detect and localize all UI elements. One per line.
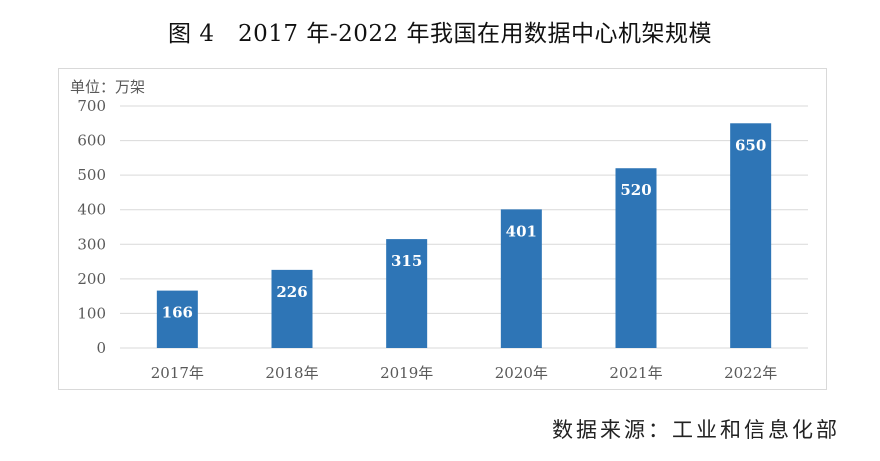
y-tick-label: 300 bbox=[77, 235, 106, 253]
x-tick-label: 2019年 bbox=[380, 364, 433, 382]
bar bbox=[730, 123, 772, 349]
bar bbox=[500, 209, 542, 348]
data-label: 401 bbox=[506, 222, 537, 240]
y-axis-unit-label: 单位：万架 bbox=[70, 78, 146, 96]
data-label: 520 bbox=[620, 181, 651, 199]
x-tick-label: 2022年 bbox=[724, 364, 777, 382]
y-tick-label: 200 bbox=[77, 270, 106, 288]
x-tick-label: 2017年 bbox=[151, 364, 204, 382]
y-tick-label: 700 bbox=[77, 97, 106, 115]
bar bbox=[386, 239, 428, 348]
y-tick-label: 100 bbox=[77, 304, 106, 322]
data-label: 650 bbox=[735, 136, 766, 154]
bar bbox=[615, 168, 657, 348]
data-label: 315 bbox=[391, 252, 422, 270]
bar bbox=[156, 290, 198, 348]
data-source-note: 数据来源：工业和信息化部 bbox=[552, 418, 840, 442]
y-tick-label: 400 bbox=[77, 201, 106, 219]
data-label: 226 bbox=[276, 283, 307, 301]
y-tick-label: 500 bbox=[77, 166, 106, 184]
x-tick-label: 2018年 bbox=[265, 364, 318, 382]
y-tick-label: 0 bbox=[96, 339, 106, 357]
data-label: 166 bbox=[162, 304, 193, 322]
y-tick-label: 600 bbox=[77, 132, 106, 150]
x-tick-label: 2020年 bbox=[495, 364, 548, 382]
x-tick-label: 2021年 bbox=[609, 364, 662, 382]
chart-title: 图 4 2017 年-2022 年我国在用数据中心机架规模 bbox=[168, 21, 712, 47]
bar bbox=[271, 269, 313, 348]
